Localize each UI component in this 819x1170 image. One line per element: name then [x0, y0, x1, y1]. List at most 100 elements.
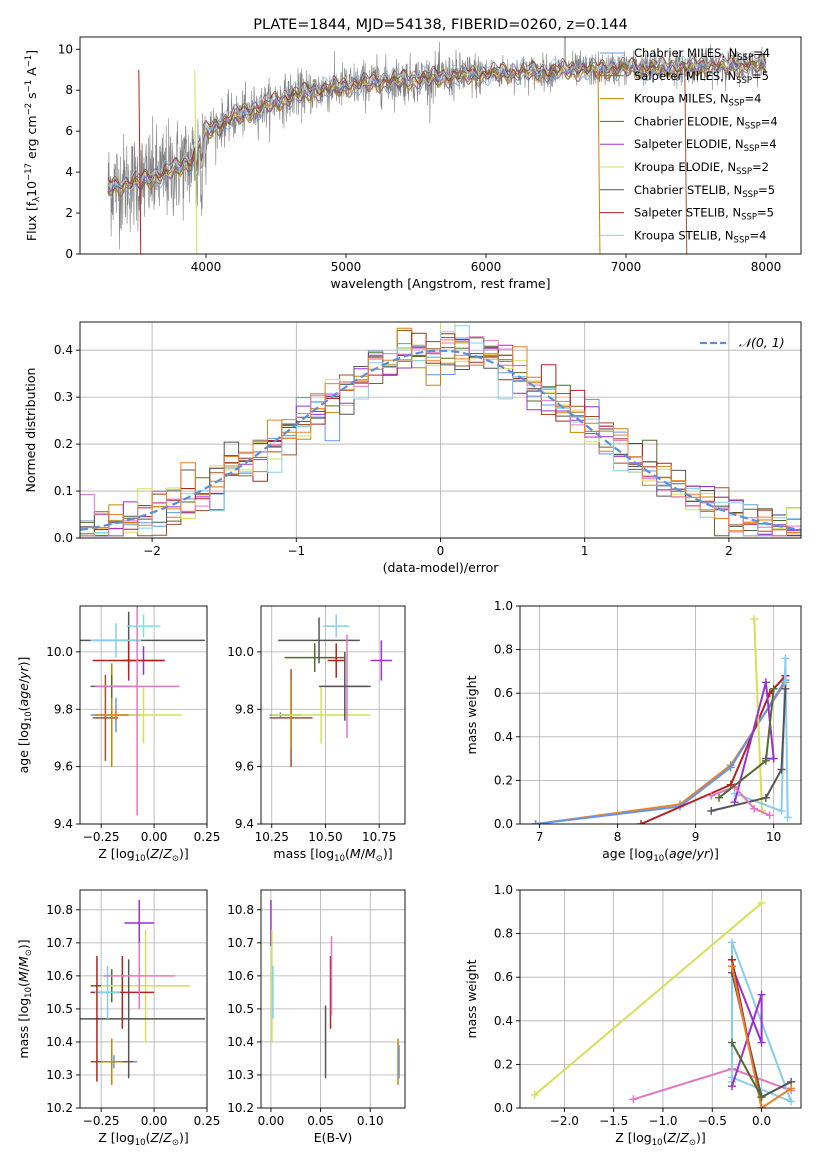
- z-weight-axes: [520, 889, 801, 1109]
- label-part: 10: [24, 181, 39, 197]
- y-axis-label: mass weight: [464, 959, 479, 1038]
- z-mass-axes: [80, 890, 208, 1109]
- y-tick-label: 0.2: [54, 437, 73, 451]
- axes-spine: [79, 605, 208, 825]
- weight-marker: [727, 1038, 736, 1047]
- label-part: ⊙: [689, 1138, 696, 1148]
- x-tick-label: −0.5: [698, 1114, 727, 1128]
- x-tick-label: 4000: [191, 260, 222, 274]
- label-part: age [log: [16, 722, 31, 773]
- label-part: age: [669, 846, 693, 861]
- label-part: A: [24, 67, 39, 80]
- label-part: 10: [653, 854, 664, 864]
- x-axis-label: (data-model)/error: [383, 560, 500, 575]
- label-part: =4: [760, 137, 777, 151]
- label-part: Z [log: [98, 1130, 134, 1145]
- label-part: )]: [383, 846, 393, 861]
- x-tick-label: −1.0: [648, 1114, 677, 1128]
- x-tick-label: −1.5: [599, 1114, 628, 1128]
- weight-marker: [531, 820, 540, 824]
- label-part: SSP: [737, 53, 753, 63]
- y-tick-label: 0.6: [494, 970, 513, 984]
- y-tick-label: 9.8: [235, 702, 254, 716]
- x-tick-label: 7000: [611, 260, 642, 274]
- label-part: age: [16, 683, 31, 707]
- weight-marker: [757, 1104, 766, 1108]
- label-part: (: [146, 846, 151, 861]
- label-part: yr: [16, 666, 31, 680]
- weight-marker: [781, 654, 790, 663]
- axes-frame: −2 −1 0 1 2 0.0 0.1 0.2 0.3 0.4: [54, 321, 802, 558]
- label-part: Z: [679, 1130, 689, 1145]
- weight-marker: [769, 754, 778, 763]
- y-tick-label: 0.4: [494, 730, 513, 744]
- label-part: =2: [752, 160, 769, 174]
- weight-marker: [757, 1038, 766, 1047]
- x-axis-label: E(B-V): [314, 1130, 353, 1145]
- weight-marker: [750, 615, 759, 624]
- label-part: )]: [16, 939, 31, 949]
- legend-entry: Chabrier STELIB, NSSP=5: [634, 183, 775, 200]
- x-tick-label: 0.00: [141, 1114, 168, 1128]
- y-tick-label: 8: [65, 83, 73, 97]
- y-tick-label: 0.0: [494, 1101, 513, 1115]
- label-part: /: [361, 846, 366, 861]
- spectrum-axes: [107, 37, 767, 254]
- x-tick-label: 9: [692, 830, 700, 844]
- y-tick-label: 0.4: [54, 343, 73, 357]
- age-weight-axes: [520, 605, 801, 825]
- label-part: ⊙: [172, 854, 179, 864]
- x-tick-label: −2.0: [550, 1114, 579, 1128]
- label-part: Kroupa STELIB, N: [634, 228, 734, 242]
- legend-entry: Salpeter STELIB, NSSP=5: [634, 206, 774, 223]
- weight-line: [731, 966, 792, 1108]
- label-part: (: [345, 846, 350, 861]
- y-axis-label: Normed distribution: [23, 368, 38, 493]
- y-tick-label: 2: [65, 206, 73, 220]
- model-spectrum: [107, 53, 767, 190]
- label-part: age [log: [602, 846, 653, 861]
- x-tick-label: −2: [143, 544, 161, 558]
- legend-entry: 𝒩(0, 1): [739, 335, 785, 350]
- label-part: SSP: [736, 76, 752, 86]
- axes-spine: [519, 889, 802, 1109]
- weight-marker: [761, 678, 770, 687]
- weight-marker: [757, 899, 766, 908]
- y-tick-label: 0.8: [494, 643, 513, 657]
- label-part: mass [log: [16, 998, 31, 1059]
- x-axis-label: Z [log10(Z/Z⊙)]: [98, 846, 188, 864]
- y-tick-label: 0.6: [494, 686, 513, 700]
- label-part: SSP: [742, 190, 758, 200]
- y-tick-label: 10.3: [227, 1068, 254, 1082]
- y-tick-label: 0.2: [494, 773, 513, 787]
- plot-area: [80, 322, 801, 537]
- label-part: Chabrier MILES, N: [634, 46, 737, 60]
- y-tick-label: 10.0: [46, 645, 73, 659]
- y-tick-label: 0.4: [494, 1014, 513, 1028]
- label-part: −2: [24, 103, 34, 116]
- y-tick-label: 1.0: [494, 883, 513, 897]
- y-tick-label: 9.6: [54, 760, 73, 774]
- label-part: Z: [149, 1130, 159, 1145]
- label-part: =4: [753, 46, 770, 60]
- axes-frame: −0.25 0.00 0.25 9.4 9.6 9.8 10.0: [46, 605, 220, 844]
- legend-entry: Salpeter MILES, NSSP=5: [634, 69, 769, 86]
- axes-spine: [519, 605, 802, 825]
- label-part: =5: [757, 206, 774, 220]
- y-tick-label: 0.0: [494, 817, 513, 831]
- label-part: SSP: [729, 99, 745, 109]
- label-part: SSP: [741, 213, 757, 223]
- label-part: ]: [24, 50, 39, 55]
- y-tick-label: 0.3: [54, 390, 73, 404]
- x-axis-label: mass [log10(M/M⊙)]: [273, 846, 392, 864]
- y-tick-label: 9.4: [54, 817, 73, 831]
- label-part: Chabrier ELODIE, N: [634, 114, 745, 128]
- x-tick-label: 0.05: [307, 1114, 334, 1128]
- y-tick-label: 10.2: [227, 1101, 254, 1115]
- weight-marker: [715, 793, 724, 802]
- label-part: Z: [666, 1130, 676, 1145]
- weight-marker: [769, 684, 778, 693]
- x-tick-label: 1: [581, 544, 589, 558]
- label-part: −17: [24, 163, 34, 181]
